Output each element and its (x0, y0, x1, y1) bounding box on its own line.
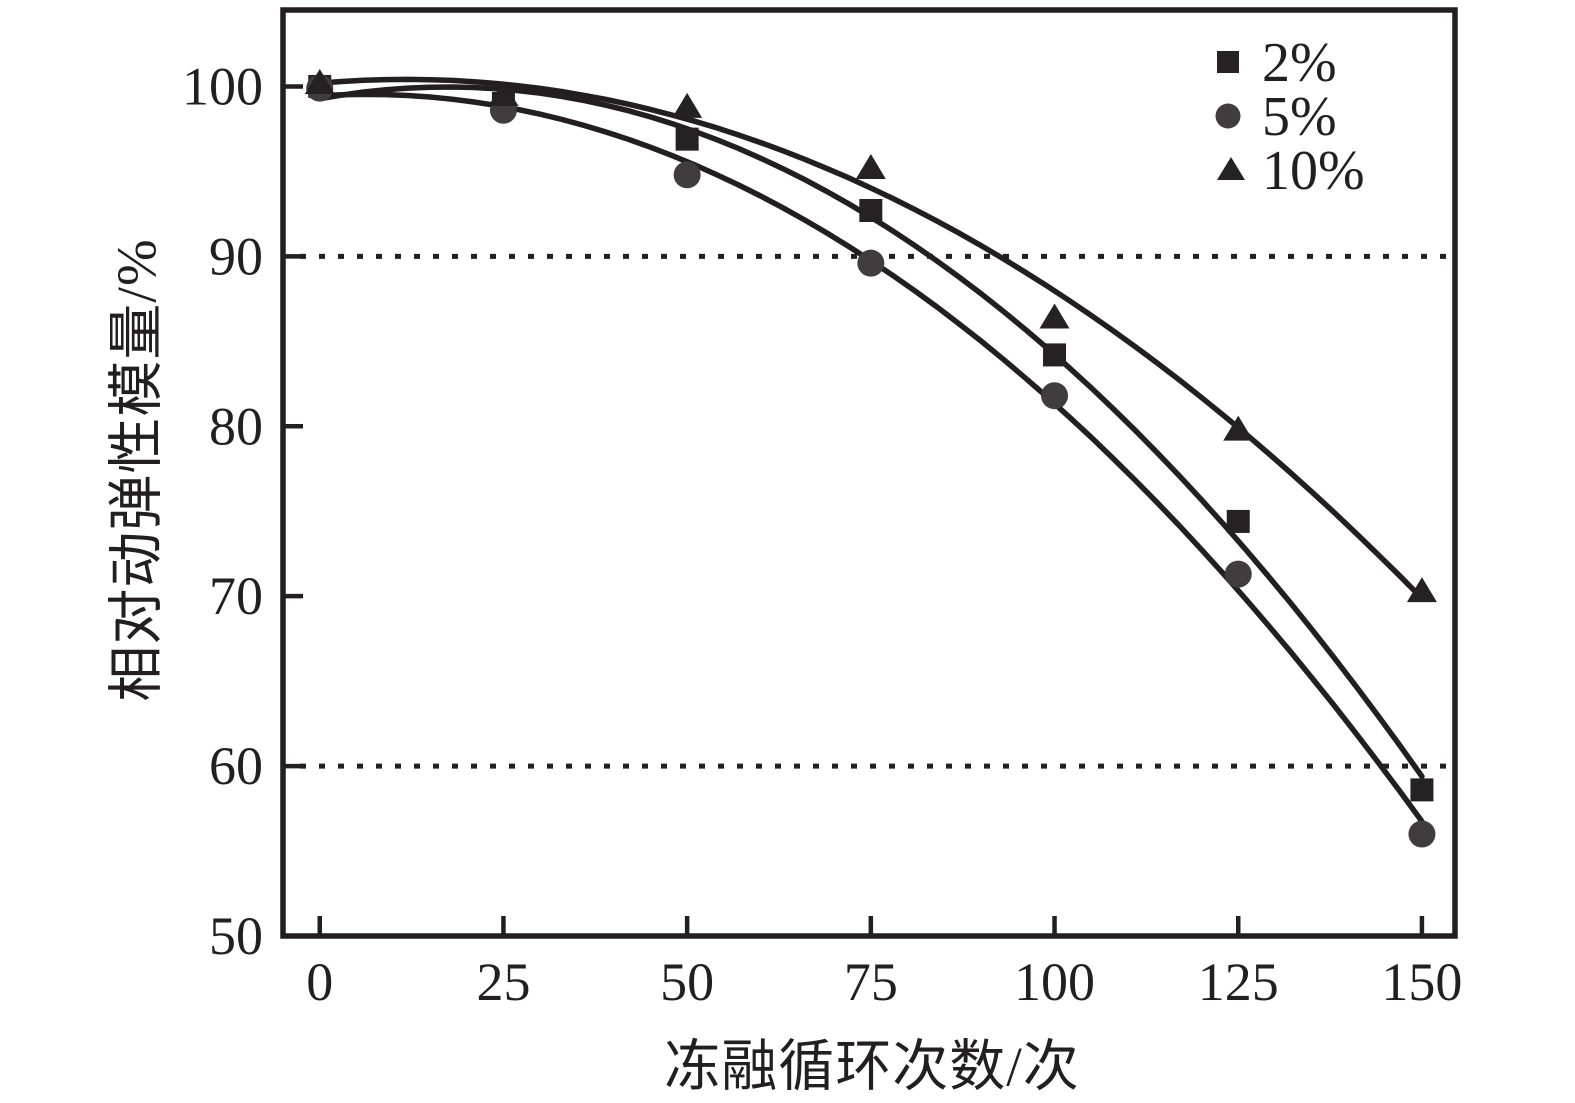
y-tick-label-60: 60 (209, 736, 263, 796)
y-tick-label-100: 100 (182, 56, 263, 116)
marker-square-x100 (1043, 343, 1067, 367)
legend-item-2pct: 2% (1217, 32, 1337, 94)
x-tick-label-75: 75 (844, 952, 898, 1012)
reference-lines (300, 253, 1447, 769)
marker-square-x50 (675, 127, 699, 151)
marker-triangle-x0 (304, 69, 335, 95)
plot-border (280, 7, 1458, 939)
marker-square-x150 (1410, 778, 1434, 802)
marker-triangle-x125 (1223, 415, 1254, 441)
legend-label: 2% (1262, 32, 1337, 94)
legend-square-icon (1217, 51, 1239, 73)
marker-circle-x125 (1224, 560, 1252, 588)
y-axis-title: 相对动弹性模量/% (106, 238, 169, 702)
y-tick-label-50: 50 (209, 906, 263, 966)
x-tick-label-50: 50 (660, 952, 714, 1012)
y-tick-label-80: 80 (209, 396, 263, 456)
marker-circle-x75 (857, 249, 885, 277)
legend-item-10pct: 10% (1217, 140, 1365, 202)
marker-triangle-x25 (488, 80, 519, 106)
marker-triangle-x150 (1406, 577, 1437, 603)
legend-label: 10% (1262, 140, 1365, 202)
x-tick-label-0: 0 (306, 952, 333, 1012)
x-tick-label-100: 100 (1014, 952, 1095, 1012)
x-tick-label-125: 125 (1198, 952, 1279, 1012)
y-tick-label-70: 70 (209, 566, 263, 626)
marker-triangle-x50 (672, 92, 703, 118)
marker-circle-x100 (1041, 382, 1069, 410)
legend: 2%5%10% (1215, 32, 1365, 202)
legend-item-5pct: 5% (1215, 86, 1337, 148)
axes: 0 25 50 75 100 125 150 50 60 70 80 90 100 (182, 7, 1462, 1012)
fit-curves (316, 76, 1425, 825)
legend-label: 5% (1262, 86, 1337, 148)
marker-square-x125 (1226, 509, 1250, 533)
marker-triangle-x75 (855, 154, 886, 180)
legend-triangle-icon (1217, 157, 1245, 180)
x-tick-label-25: 25 (476, 952, 530, 1012)
legend-circle-icon (1215, 103, 1241, 129)
marker-square-x75 (859, 198, 883, 222)
x-axis-title: 冻融循环次数/次 (664, 1036, 1080, 1099)
y-tick-label-90: 90 (209, 226, 263, 286)
marker-circle-x150 (1408, 820, 1436, 848)
data-markers (304, 69, 1437, 848)
marker-triangle-x100 (1039, 303, 1070, 329)
x-tick-label-150: 150 (1381, 952, 1462, 1012)
marker-circle-x50 (673, 161, 701, 189)
